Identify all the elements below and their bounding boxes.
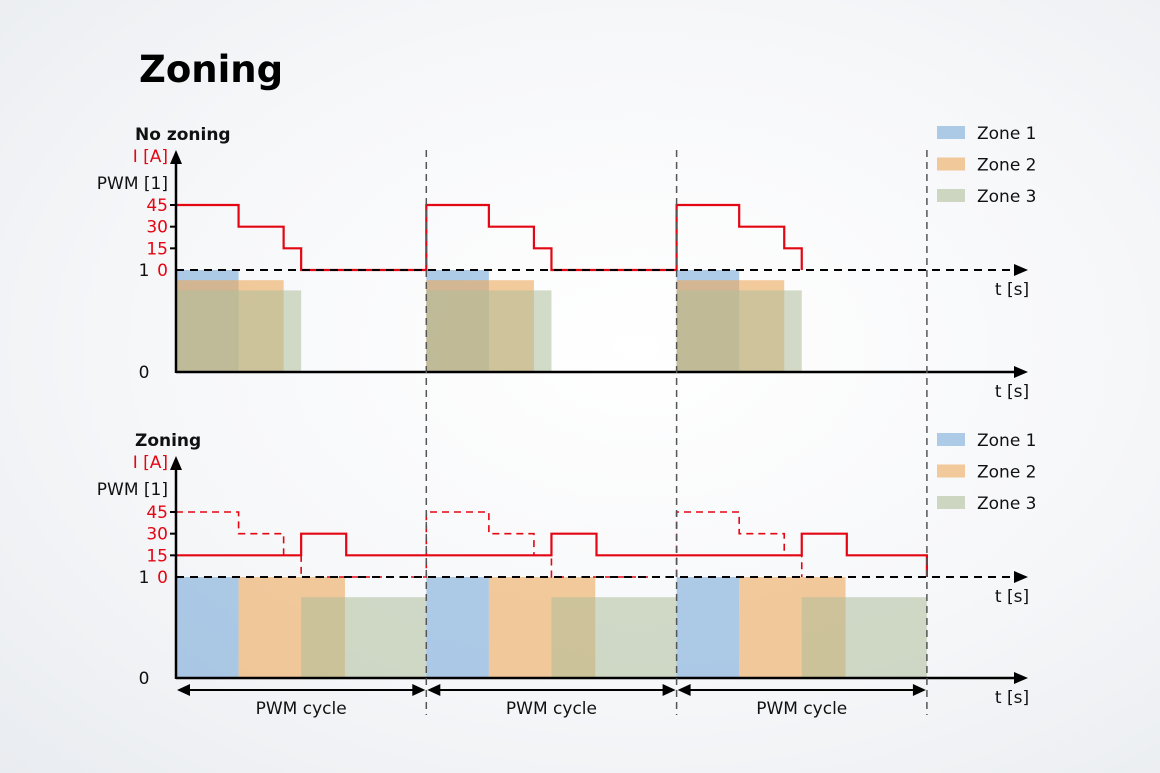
legend-label-zone-1: Zone 1 (977, 124, 1037, 144)
arrow-right-head (912, 684, 926, 696)
legend-swatch-zone-1 (937, 433, 965, 446)
current-axis-label: I [A] (133, 147, 168, 167)
current-line (176, 203, 803, 272)
arrow-right-head (412, 684, 426, 696)
y-axis-arrow (170, 150, 182, 164)
legend-swatch-zone-3 (937, 189, 965, 202)
pwm-cycle-label: PWM cycle (756, 699, 847, 719)
zone-3-bar (176, 290, 302, 372)
time-label: t [s] (995, 280, 1029, 300)
diagram-title: Zoning (139, 48, 283, 91)
current-line (176, 532, 928, 577)
reference-current-dashed-line (176, 511, 803, 578)
zone-1-bar (676, 577, 740, 678)
zone-1-bar (426, 577, 489, 678)
time-label: t [s] (995, 587, 1029, 607)
current-tick-label: 15 (146, 546, 168, 566)
current-tick-label: 45 (146, 503, 168, 523)
current-tick-label: 30 (146, 218, 168, 238)
current-tick-label: 0 (157, 568, 168, 588)
pwm-axis-label: PWM [1] (97, 480, 168, 500)
legend-swatch-zone-2 (937, 157, 965, 171)
zone-3-bar (676, 290, 802, 372)
pwm-cycle-label: PWM cycle (256, 699, 347, 719)
pwm-tick-label: 1 (139, 261, 150, 281)
time-label: t [s] (995, 688, 1029, 708)
cycle-dividers (425, 150, 928, 715)
zone-1-bar (176, 577, 239, 678)
pwm-tick-label: 1 (139, 568, 150, 588)
zone-3-bar (551, 597, 677, 678)
legend-label-zone-2: Zone 2 (977, 463, 1037, 483)
legend-swatch-zone-1 (937, 126, 965, 139)
current-axis-label: I [A] (133, 453, 168, 473)
pwm-tick-label: 0 (139, 363, 150, 383)
time-axis-arrow (1014, 672, 1028, 684)
current-axis-arrow (1014, 264, 1028, 276)
y-axis-arrow (170, 456, 182, 470)
current-tick-label: 45 (146, 196, 168, 216)
zone-3-bar (801, 597, 927, 678)
current-tick-label: 15 (146, 239, 168, 259)
pwm-tick-label: 0 (139, 669, 150, 689)
legend-label-zone-3: Zone 3 (977, 494, 1037, 514)
panel-title: No zoning (135, 125, 231, 145)
arrow-right-head (662, 684, 676, 696)
time-axis-arrow (1014, 366, 1028, 378)
panel-title: Zoning (135, 431, 201, 451)
current-axis-arrow (1014, 571, 1028, 583)
zone-3-bar (301, 597, 427, 678)
pwm-cycle-label: PWM cycle (506, 699, 597, 719)
legend-label-zone-2: Zone 2 (977, 156, 1037, 176)
current-tick-label: 0 (157, 261, 168, 281)
legend-swatch-zone-2 (937, 464, 965, 478)
legend-label-zone-1: Zone 1 (977, 431, 1037, 451)
arrow-left-head (177, 684, 190, 696)
arrow-left-head (677, 684, 691, 696)
current-tick-label: 30 (146, 525, 168, 545)
pwm-axis-label: PWM [1] (97, 174, 168, 194)
zone-3-bar (426, 290, 552, 372)
legend-label-zone-3: Zone 3 (977, 187, 1037, 207)
time-label: t [s] (995, 382, 1029, 402)
arrow-left-head (427, 684, 441, 696)
legend-swatch-zone-3 (937, 496, 965, 509)
pwm-cycle-markers: PWM cycle PWM cycle PWM cycle (177, 684, 926, 719)
